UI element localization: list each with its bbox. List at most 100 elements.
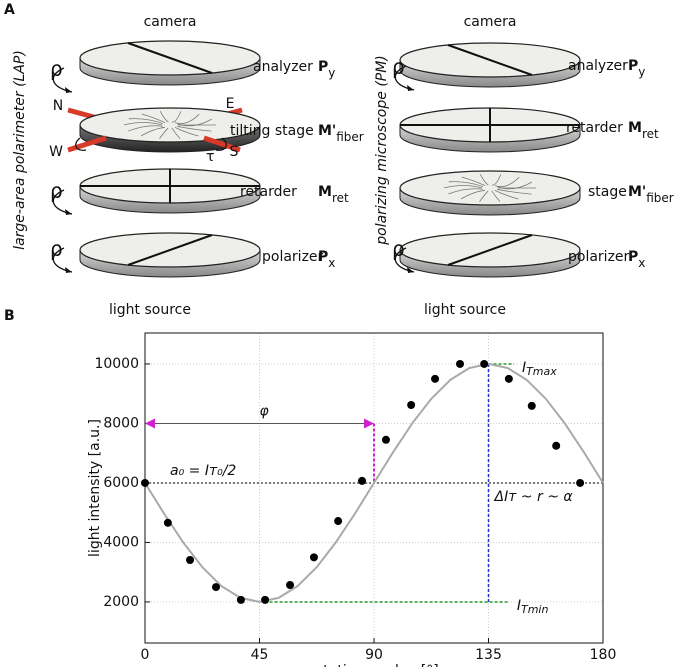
data-point [407,400,416,409]
fiber-texture [171,111,182,123]
symbol-sub: y [638,65,645,79]
panel-label: A [4,2,15,18]
data-point [358,476,367,485]
fiber-texture [479,174,489,186]
arrowhead [364,418,374,429]
y-axis-label: light intensity [a.u.] [87,419,103,557]
x-tick-label: 0 [141,647,150,663]
element-symbol: M'fiber [318,123,364,144]
x-tick-label: 45 [251,647,269,663]
element-name: retarder [240,184,297,200]
x-axis-label: rotation angle ρ[°] [309,663,438,667]
element-symbol: Mret [318,184,349,205]
fiber-texture [159,127,169,139]
data-point [163,518,172,527]
symbol-sub: ret [332,191,349,205]
chart: 2000 4000 6000 8000 10000 0 45 90 135 180 rotation… [87,332,617,667]
data-point [211,583,220,592]
x-tick-label: 135 [475,647,502,663]
disk-top [399,170,581,206]
light-source-label: light source [109,302,191,318]
disk-top [79,107,261,143]
rotation-arrowhead [407,267,414,273]
fiber-texture [159,111,169,123]
fiber-texture [177,125,212,132]
fiber-texture [448,188,483,195]
data-point [552,441,561,450]
annotation-label: ITmin [517,598,549,616]
symbol-sub: fiber [336,130,364,144]
symbol-sub: y [328,66,335,80]
fiber-texture [497,181,532,190]
compass-label: N [53,98,63,114]
data-point [309,553,318,562]
element-symbol: M'fiber [628,184,674,205]
data-point [286,580,295,589]
element-symbol: Px [318,249,335,270]
fiber-texture [123,122,163,126]
data-point [381,435,390,444]
y-tick-label: 2000 [103,594,139,610]
label-sub: Tmin [521,603,548,616]
rotation-symbol: ρ [50,57,63,81]
symbol-main: P [318,59,328,75]
x-tick-label: 90 [365,647,383,663]
fiber-texture [174,126,199,137]
data-point [576,478,585,487]
symbol-main: M [318,184,332,200]
element-symbol: Py [628,58,645,79]
symbol-sub: x [328,256,335,270]
fiber-texture [448,181,483,188]
data-point [141,478,149,487]
light-source-label: light source [424,302,506,318]
rotation-symbol: ρ [392,237,405,261]
symbol-main: M' [318,123,336,139]
compass-label: S [230,144,239,160]
disk-axis [447,234,533,266]
x-tick-label: 180 [590,647,617,663]
fiber-texture [461,176,486,186]
data-point [456,359,465,368]
camera-label: camera [464,14,517,30]
element-name: polarizer [568,249,630,265]
element-name: tilting stage [230,123,314,139]
tilt-arrow [215,137,227,151]
symbol-sub: x [638,256,645,270]
fiber-texture [494,176,520,188]
element-symbol: Mret [628,120,659,141]
arrowhead [145,418,155,429]
symbol-main: M' [628,184,646,200]
rotation-arrowhead [65,87,72,93]
element-name: retarder [566,120,623,136]
fiber-texture [141,113,166,123]
data-point [261,595,270,604]
element-symbol: Px [628,249,645,270]
fiber-texture [491,174,502,186]
y-tick-label: 4000 [103,534,139,550]
tilt-symbol: τ [206,149,214,165]
disk-axis [447,44,533,76]
element-symbol: Py [318,59,335,80]
camera-label: camera [144,14,197,30]
fiber-texture [174,113,200,125]
element-name: analyzer [253,59,313,75]
data-point [431,374,440,383]
element-name: stage [588,184,627,200]
y-tick-label: 10000 [94,356,139,372]
fiber-texture [128,118,163,125]
tilt-axis [203,135,241,153]
fiber-texture [128,125,163,132]
data-point [504,374,513,383]
compass-label: W [49,144,63,160]
fiber-texture [491,190,501,202]
data-point [186,555,195,564]
annotation-label: φ [260,403,270,419]
symbol-main: P [628,249,638,265]
fiber-texture [140,126,166,137]
fiber-texture [460,189,486,200]
symbol-main: M [628,120,642,136]
fiber-texture [171,127,181,139]
y-tick-label: 8000 [103,415,139,431]
data-point [527,401,536,410]
